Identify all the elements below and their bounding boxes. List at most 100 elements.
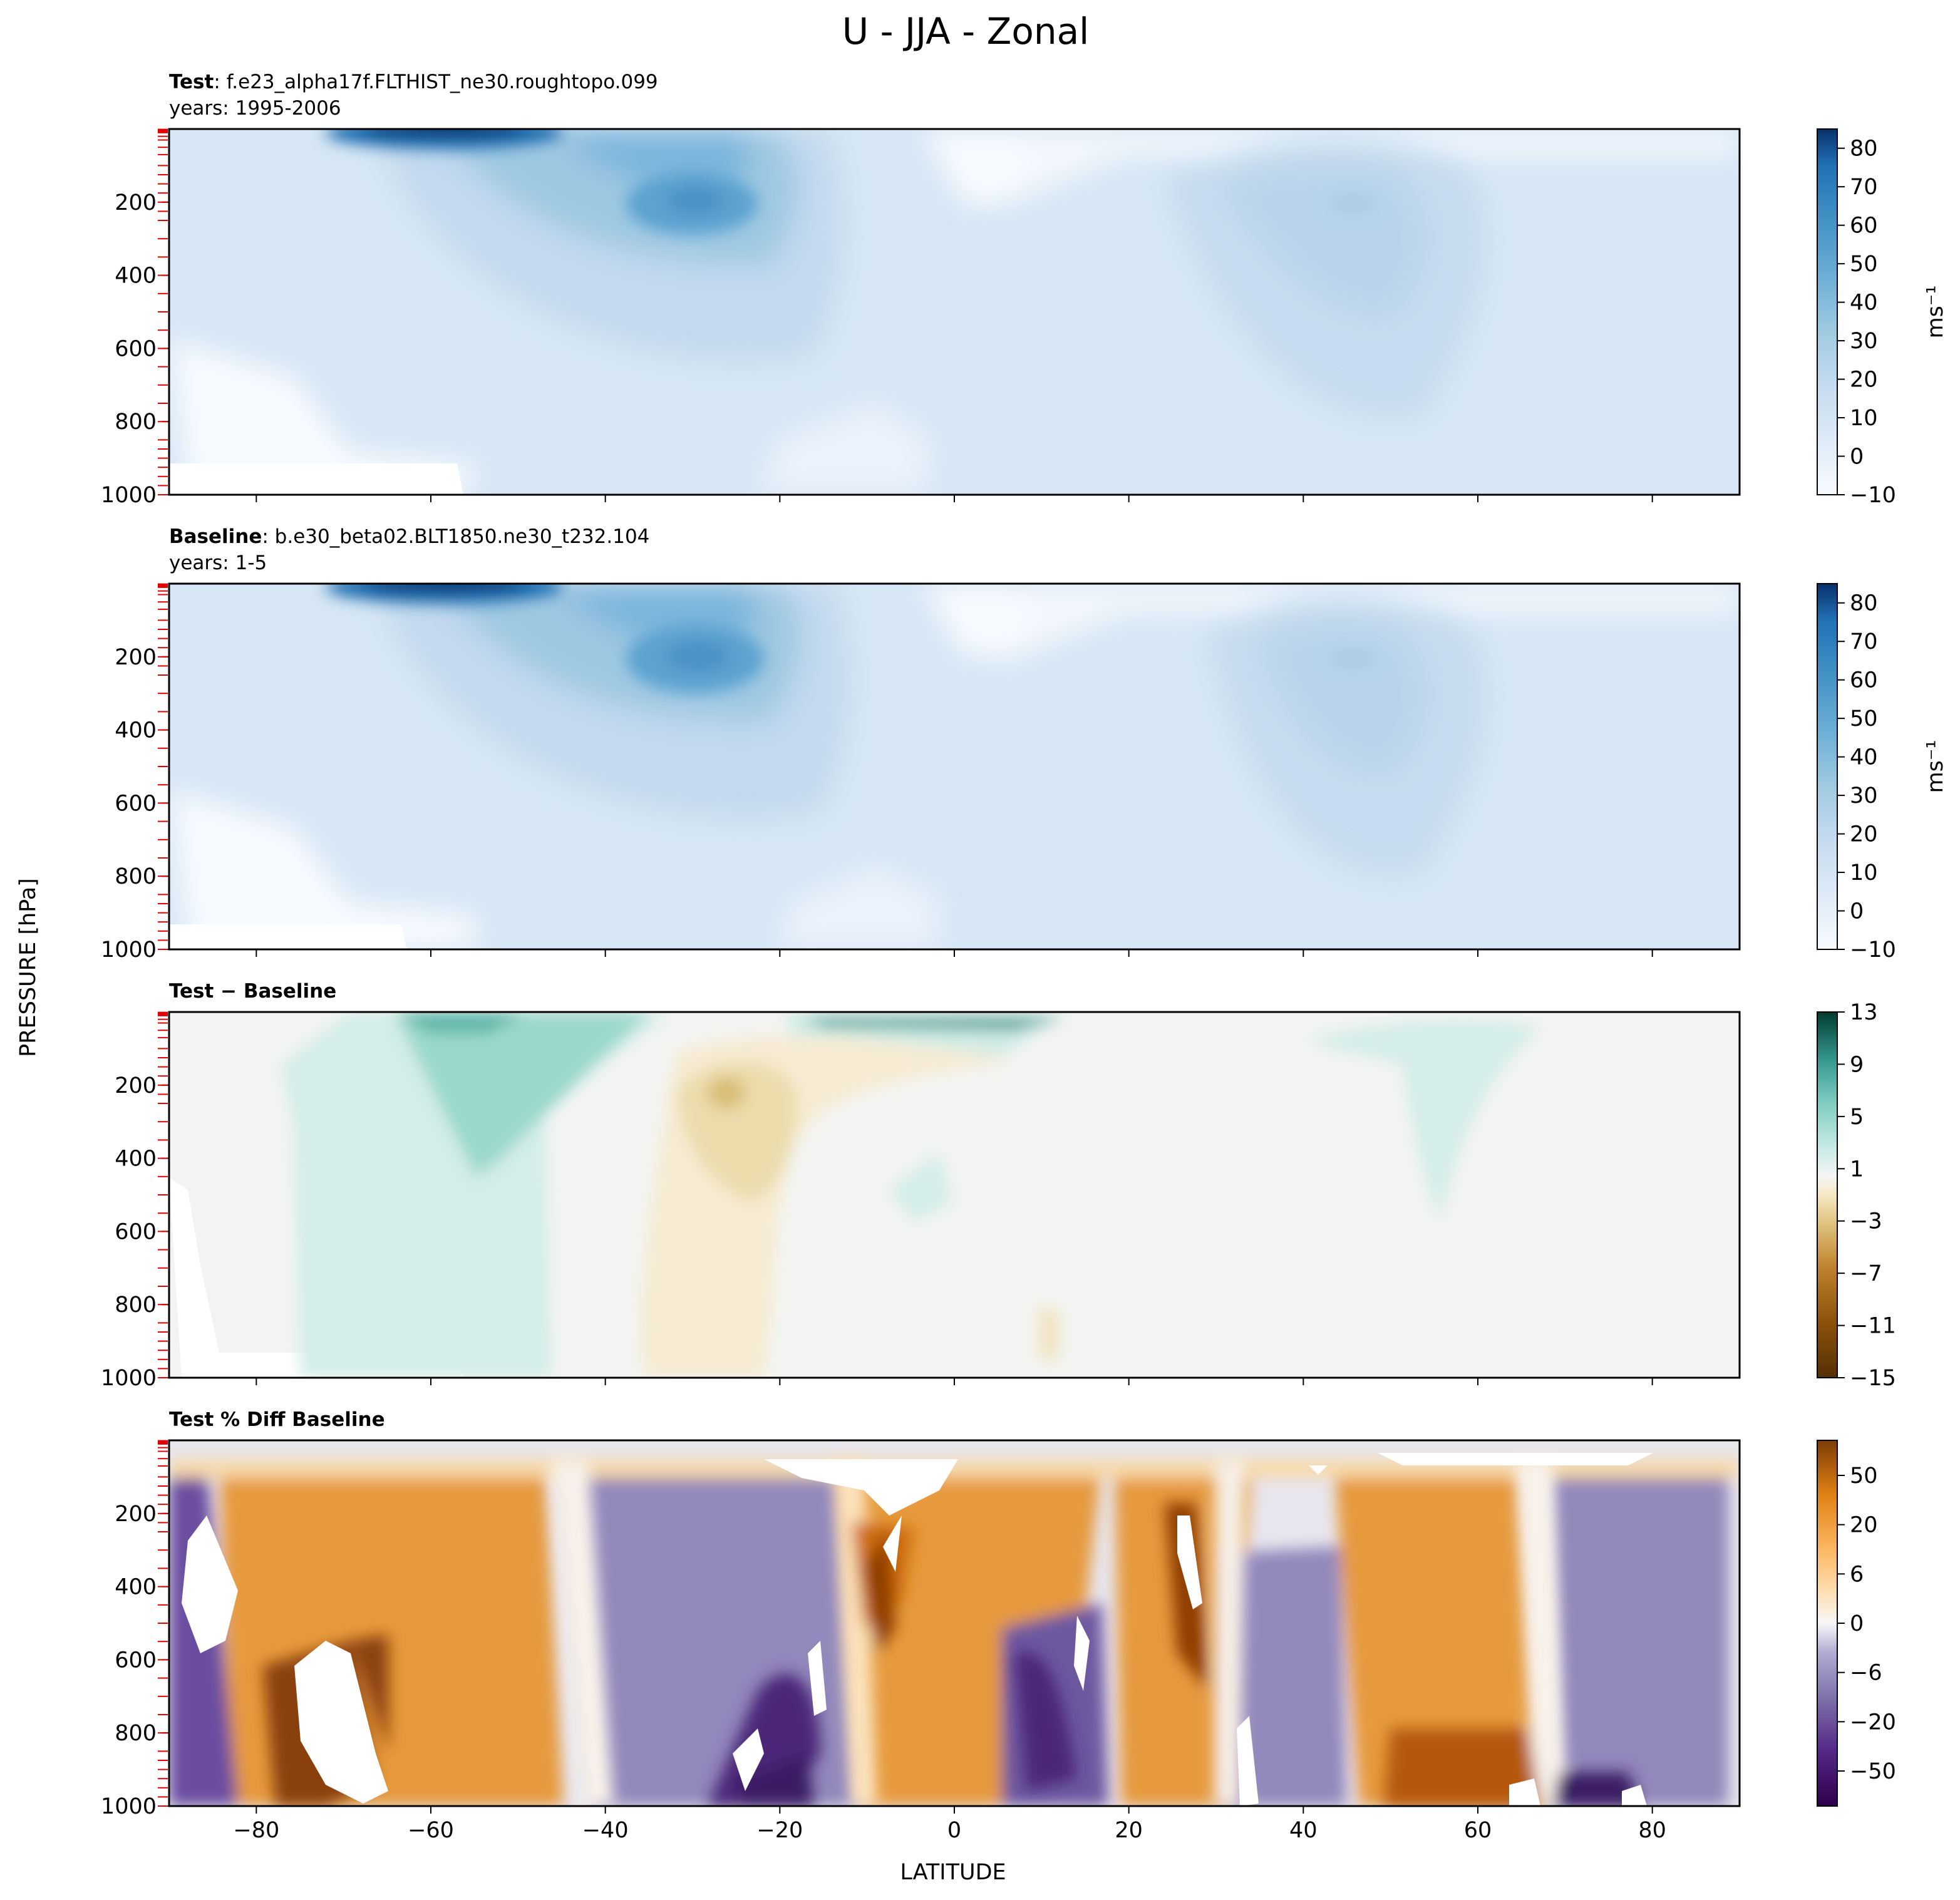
panel-pctdiff-field <box>169 1440 1740 1806</box>
colorbar-tick-label: −7 <box>1850 1261 1882 1286</box>
colorbar-tick-label: 13 <box>1850 1000 1878 1025</box>
colorbar-baseline-ramp <box>1817 583 1838 950</box>
x-tick-label: −60 <box>408 1818 454 1843</box>
y-tick-label: 600 <box>115 1219 157 1244</box>
colorbar-baseline: 80 70 60 50 40 30 20 10 0 −10 ms⁻¹ <box>1817 583 1948 963</box>
colorbar-tick-label: −20 <box>1850 1710 1896 1735</box>
y-tick-label: 600 <box>115 791 157 816</box>
colorbar-tick-label: −3 <box>1850 1209 1882 1234</box>
y-tick-label: 1000 <box>101 937 157 963</box>
x-tick-label: 20 <box>1115 1818 1143 1843</box>
colorbar-tick-label: 80 <box>1850 137 1878 162</box>
x-tick-label: 80 <box>1638 1818 1666 1843</box>
colorbar-tick-label: 50 <box>1850 252 1878 277</box>
y-tick-label: 200 <box>115 1502 157 1527</box>
panel-test: Test: f.e23_alpha17f.FLTHIST_ne30.rought… <box>101 71 1741 508</box>
panel-diff-field <box>169 1012 1740 1378</box>
colorbar-tick-label: 20 <box>1850 368 1878 393</box>
colorbar-diff-ramp <box>1817 1011 1838 1378</box>
colorbar-baseline-ticks: 80 70 60 50 40 30 20 10 0 −10 <box>1837 591 1896 963</box>
panel-test-years: years: 1995-2006 <box>169 97 341 120</box>
panel-diff-axes: 200 400 600 800 1000 <box>101 1011 1653 1391</box>
y-tick-label: 600 <box>115 1648 157 1673</box>
panel-baseline-field <box>169 584 1740 949</box>
colorbar-test-ticks: 80 70 60 50 40 30 20 10 0 −10 <box>1837 137 1896 508</box>
colorbar-tick-label: 70 <box>1850 629 1878 654</box>
x-tick-label: −80 <box>233 1818 279 1843</box>
colorbar-tick-label: −50 <box>1850 1759 1896 1784</box>
colorbar-tick-label: 80 <box>1850 591 1878 616</box>
panel-pctdiff: Test % Diff Baseline <box>101 1408 1741 1819</box>
colorbar-tick-label: 50 <box>1850 1464 1878 1489</box>
colorbar-tick-label: 5 <box>1850 1105 1864 1130</box>
panel-test-axes: 200 400 600 800 1000 <box>101 128 1653 508</box>
colorbar-tick-label: −15 <box>1850 1366 1896 1391</box>
colorbar-baseline-label: ms⁻¹ <box>1923 740 1948 793</box>
colorbar-tick-label: −10 <box>1850 483 1896 508</box>
panel-pctdiff-axes: 200 400 600 800 1000 <box>101 1440 1653 1819</box>
colorbar-tick-label: −10 <box>1850 937 1896 963</box>
panel-diff: Test − Baseline 200 400 600 800 1000 <box>101 980 1741 1391</box>
colorbar-tick-label: 50 <box>1850 706 1878 731</box>
y-tick-label: 400 <box>115 264 157 289</box>
colorbar-tick-label: −6 <box>1850 1661 1882 1686</box>
y-tick-label: 800 <box>115 1293 157 1318</box>
y-tick-label: 400 <box>115 1147 157 1172</box>
y-tick-label: 800 <box>115 864 157 889</box>
panel-baseline-axes: 200 400 600 800 1000 <box>101 583 1653 963</box>
x-tick-labels: −80 −60 −40 −20 0 20 40 60 80 <box>233 1818 1666 1843</box>
colorbar-tick-label: 70 <box>1850 175 1878 200</box>
panel-diff-title: Test − Baseline <box>169 980 336 1003</box>
colorbar-test: 80 70 60 50 40 30 20 10 0 −10 ms⁻¹ <box>1817 128 1948 508</box>
panel-test-title: Test: f.e23_alpha17f.FLTHIST_ne30.rought… <box>169 71 658 93</box>
y-tick-label: 400 <box>115 1575 157 1600</box>
panel-pctdiff-title: Test % Diff Baseline <box>169 1408 385 1431</box>
colorbar-tick-label: 9 <box>1850 1052 1864 1077</box>
colorbar-tick-label: 20 <box>1850 822 1878 847</box>
colorbar-tick-label: 0 <box>1850 899 1864 924</box>
colorbar-tick-label: 30 <box>1850 783 1878 808</box>
colorbar-tick-label: 10 <box>1850 860 1878 885</box>
colorbar-tick-label: 6 <box>1850 1562 1864 1587</box>
y-axis-label: PRESSURE [hPa] <box>16 878 41 1057</box>
colorbar-tick-label: −11 <box>1850 1314 1896 1339</box>
y-tick-label: 800 <box>115 410 157 435</box>
figure-title: U - JJA - Zonal <box>842 10 1090 53</box>
colorbar-tick-label: 40 <box>1850 745 1878 770</box>
y-tick-label: 200 <box>115 645 157 670</box>
y-tick-label: 1000 <box>101 483 157 508</box>
colorbar-diff: 13 9 5 1 −3 −7 −11 −15 <box>1817 1000 1896 1391</box>
x-axis-label: LATITUDE <box>900 1860 1006 1885</box>
y-tick-label: 1000 <box>101 1366 157 1391</box>
y-tick-label: 600 <box>115 336 157 361</box>
colorbar-tick-label: 60 <box>1850 668 1878 693</box>
colorbar-test-label: ms⁻¹ <box>1923 286 1948 339</box>
y-tick-label: 200 <box>115 1073 157 1098</box>
colorbar-pctdiff: 50 20 6 0 −6 −20 −50 <box>1817 1440 1896 1807</box>
colorbar-diff-ticks: 13 9 5 1 −3 −7 −11 −15 <box>1837 1000 1896 1391</box>
y-tick-label: 200 <box>115 190 157 215</box>
colorbar-pctdiff-ramp <box>1817 1440 1838 1807</box>
colorbar-tick-label: 40 <box>1850 291 1878 316</box>
x-tick-label: 60 <box>1464 1818 1492 1843</box>
colorbar-tick-label: 30 <box>1850 329 1878 354</box>
colorbar-tick-label: 20 <box>1850 1513 1878 1538</box>
y-tick-label: 1000 <box>101 1794 157 1819</box>
panel-baseline: Baseline: b.e30_beta02.BLT1850.ne30_t232… <box>101 525 1741 963</box>
x-tick-label: −20 <box>756 1818 803 1843</box>
y-tick-label: 400 <box>115 718 157 743</box>
colorbar-tick-label: 10 <box>1850 406 1878 431</box>
colorbar-tick-label: 1 <box>1850 1157 1864 1182</box>
y-tick-label: 800 <box>115 1721 157 1746</box>
colorbar-tick-label: 0 <box>1850 445 1864 470</box>
colorbar-test-ramp <box>1817 128 1838 495</box>
panel-baseline-years: years: 1-5 <box>169 552 267 574</box>
colorbar-pctdiff-ticks: 50 20 6 0 −6 −20 −50 <box>1837 1464 1896 1784</box>
panel-test-field <box>169 129 1740 495</box>
x-tick-label: 0 <box>947 1818 961 1843</box>
panel-baseline-title: Baseline: b.e30_beta02.BLT1850.ne30_t232… <box>169 525 649 548</box>
colorbar-tick-label: 0 <box>1850 1611 1864 1636</box>
colorbar-tick-label: 60 <box>1850 214 1878 239</box>
x-tick-label: 40 <box>1289 1818 1318 1843</box>
